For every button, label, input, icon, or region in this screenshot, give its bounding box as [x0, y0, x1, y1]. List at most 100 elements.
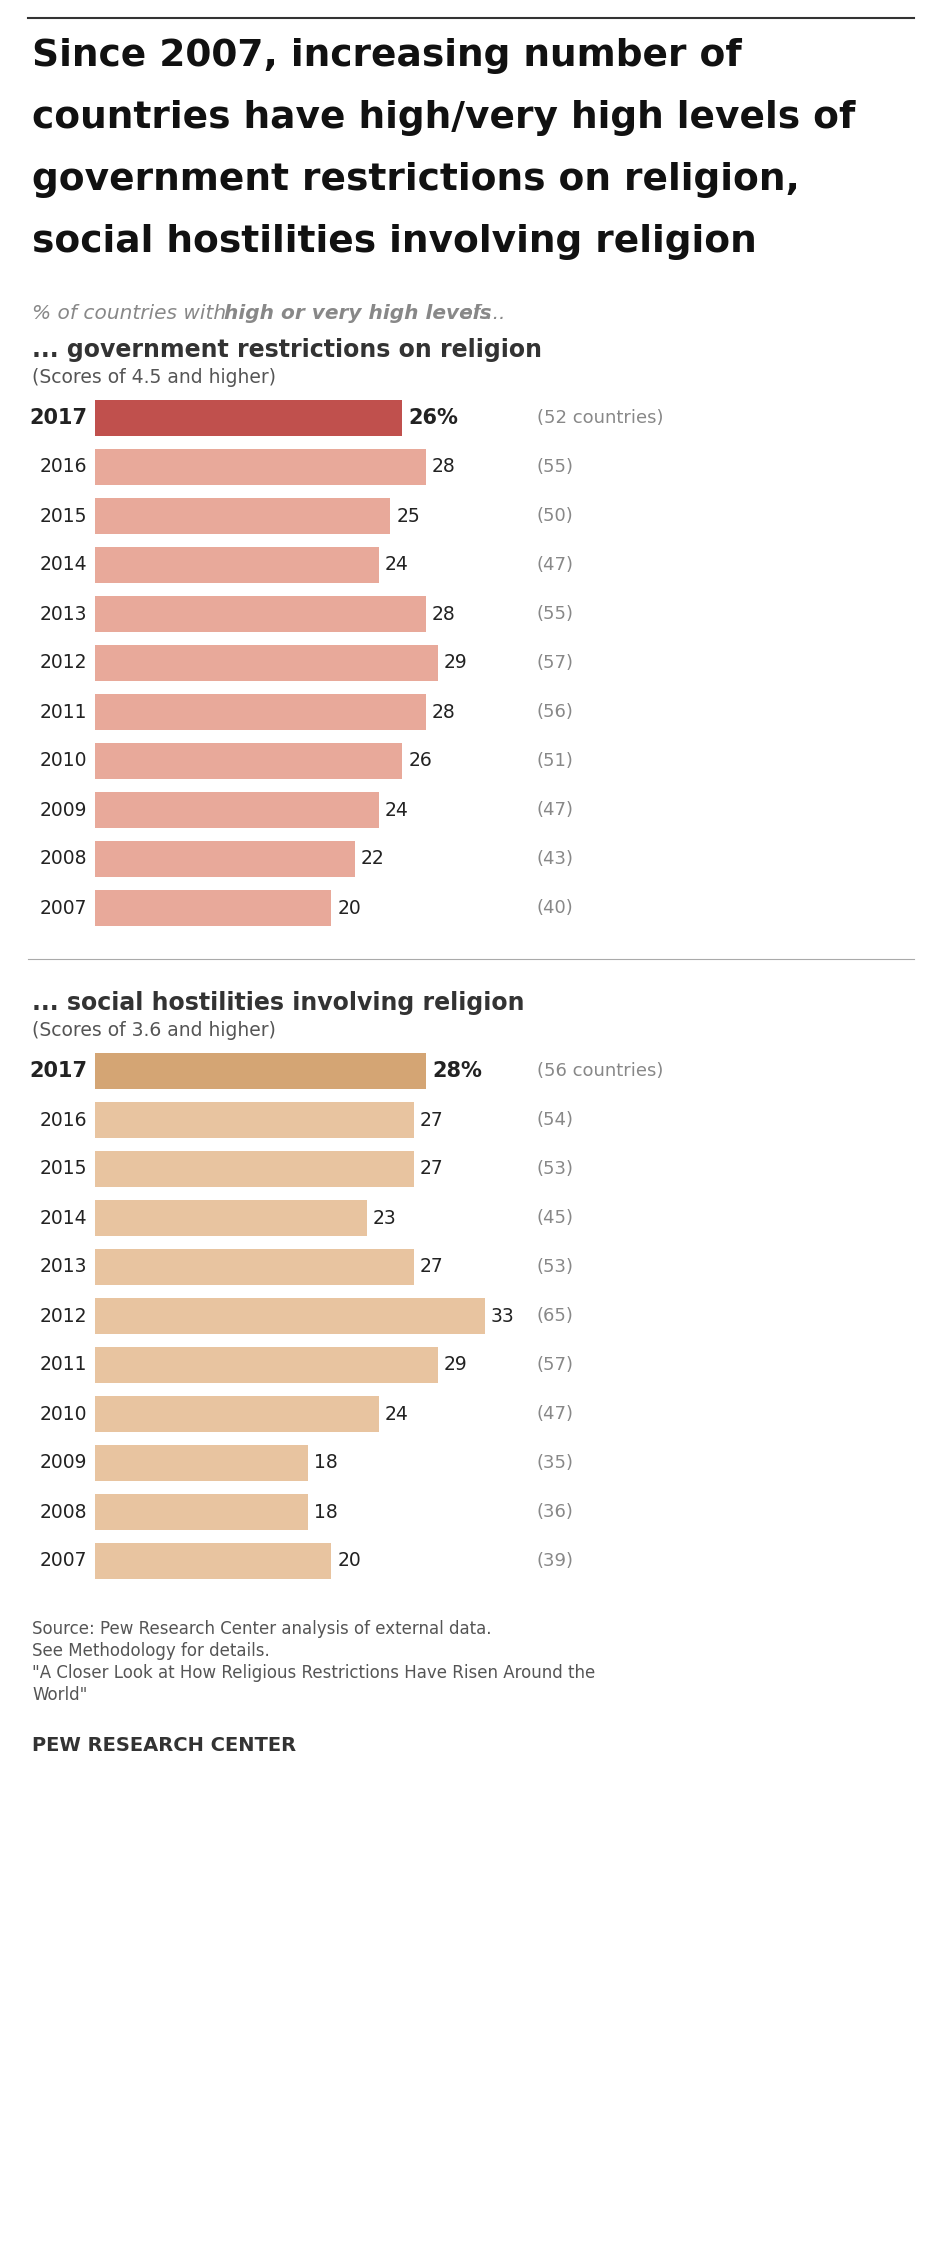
Text: (55): (55): [537, 605, 574, 623]
Text: (65): (65): [537, 1306, 574, 1324]
Bar: [95, 1054, 426, 1090]
Text: 2014: 2014: [40, 555, 87, 575]
Text: 2010: 2010: [40, 751, 87, 772]
Text: 20: 20: [337, 1552, 361, 1570]
Text: (53): (53): [537, 1259, 574, 1277]
Text: 2012: 2012: [40, 1306, 87, 1327]
Text: 2007: 2007: [40, 898, 87, 918]
Text: 22: 22: [361, 851, 384, 869]
Text: (52 countries): (52 countries): [537, 408, 663, 426]
Text: 28%: 28%: [432, 1060, 481, 1081]
Text: 24: 24: [384, 1405, 409, 1424]
Text: See Methodology for details.: See Methodology for details.: [32, 1642, 269, 1660]
Text: 2011: 2011: [40, 702, 87, 722]
Text: 20: 20: [337, 898, 361, 918]
Text: World": World": [32, 1685, 88, 1703]
Bar: [95, 1493, 308, 1530]
Text: 26: 26: [408, 751, 432, 772]
Text: (56 countries): (56 countries): [537, 1063, 663, 1081]
Text: 18: 18: [314, 1453, 337, 1473]
Text: (39): (39): [537, 1552, 574, 1570]
Text: 2015: 2015: [40, 1160, 87, 1178]
Text: (57): (57): [537, 654, 574, 672]
Bar: [95, 742, 402, 778]
Text: (47): (47): [537, 555, 574, 573]
Bar: [95, 891, 332, 925]
Bar: [95, 841, 355, 878]
Bar: [95, 1101, 414, 1137]
Text: (57): (57): [537, 1356, 574, 1374]
Text: (53): (53): [537, 1160, 574, 1178]
Bar: [95, 645, 438, 681]
Text: (55): (55): [537, 458, 574, 476]
Text: 2008: 2008: [40, 851, 87, 869]
Bar: [95, 1200, 366, 1236]
Text: (54): (54): [537, 1110, 574, 1128]
Text: (45): (45): [537, 1209, 574, 1227]
Text: (40): (40): [537, 898, 574, 916]
Text: 28: 28: [432, 458, 456, 476]
Text: 2016: 2016: [40, 1110, 87, 1130]
Text: (51): (51): [537, 751, 574, 769]
Text: Source: Pew Research Center analysis of external data.: Source: Pew Research Center analysis of …: [32, 1620, 492, 1638]
Bar: [95, 1347, 438, 1383]
Text: (43): (43): [537, 851, 574, 869]
Text: 29: 29: [444, 654, 467, 672]
Text: PEW RESEARCH CENTER: PEW RESEARCH CENTER: [32, 1737, 296, 1755]
Bar: [95, 1543, 332, 1579]
Text: 18: 18: [314, 1502, 337, 1521]
Bar: [95, 792, 379, 828]
Text: (36): (36): [537, 1502, 574, 1521]
Text: 27: 27: [420, 1110, 444, 1130]
Text: ... social hostilities involving religion: ... social hostilities involving religio…: [32, 990, 525, 1015]
Text: 26%: 26%: [408, 408, 458, 429]
Bar: [95, 1297, 485, 1333]
Text: 2015: 2015: [40, 508, 87, 526]
Text: 2007: 2007: [40, 1552, 87, 1570]
Text: (47): (47): [537, 801, 574, 819]
Bar: [95, 449, 426, 485]
Text: 27: 27: [420, 1160, 444, 1178]
Text: high or very high levels: high or very high levels: [224, 305, 492, 323]
Text: (Scores of 3.6 and higher): (Scores of 3.6 and higher): [32, 1022, 276, 1040]
Text: 2008: 2008: [40, 1502, 87, 1521]
Text: % of countries with: % of countries with: [32, 305, 233, 323]
Bar: [95, 499, 390, 535]
Text: 2011: 2011: [40, 1356, 87, 1374]
Text: 2009: 2009: [40, 801, 87, 819]
Text: (50): (50): [537, 508, 574, 526]
Bar: [95, 1396, 379, 1433]
Text: 28: 28: [432, 605, 456, 623]
Text: 23: 23: [373, 1209, 397, 1227]
Text: Since 2007, increasing number of: Since 2007, increasing number of: [32, 38, 741, 74]
Bar: [95, 1250, 414, 1286]
Text: social hostilities involving religion: social hostilities involving religion: [32, 223, 756, 259]
Text: (56): (56): [537, 704, 574, 722]
Text: 2016: 2016: [40, 458, 87, 476]
Text: 2013: 2013: [40, 1257, 87, 1277]
Text: 2013: 2013: [40, 605, 87, 623]
Text: 2009: 2009: [40, 1453, 87, 1473]
Text: 33: 33: [491, 1306, 514, 1327]
Text: countries have high/very high levels of: countries have high/very high levels of: [32, 99, 855, 135]
Bar: [95, 546, 379, 582]
Bar: [95, 1151, 414, 1187]
Text: 25: 25: [397, 508, 420, 526]
Text: 2014: 2014: [40, 1209, 87, 1227]
Text: 29: 29: [444, 1356, 467, 1374]
Text: (Scores of 4.5 and higher): (Scores of 4.5 and higher): [32, 368, 276, 388]
Text: (47): (47): [537, 1405, 574, 1424]
Text: "A Closer Look at How Religious Restrictions Have Risen Around the: "A Closer Look at How Religious Restrict…: [32, 1665, 595, 1683]
Text: 2017: 2017: [29, 1060, 87, 1081]
Text: 27: 27: [420, 1257, 444, 1277]
Text: (35): (35): [537, 1455, 574, 1471]
Text: 28: 28: [432, 702, 456, 722]
Text: 2010: 2010: [40, 1405, 87, 1424]
Text: of ...: of ...: [454, 305, 505, 323]
Text: ... government restrictions on religion: ... government restrictions on religion: [32, 338, 542, 361]
Text: 24: 24: [384, 555, 409, 575]
Bar: [95, 399, 402, 435]
Text: 2012: 2012: [40, 654, 87, 672]
Text: government restrictions on religion,: government restrictions on religion,: [32, 162, 800, 199]
Bar: [95, 1446, 308, 1480]
